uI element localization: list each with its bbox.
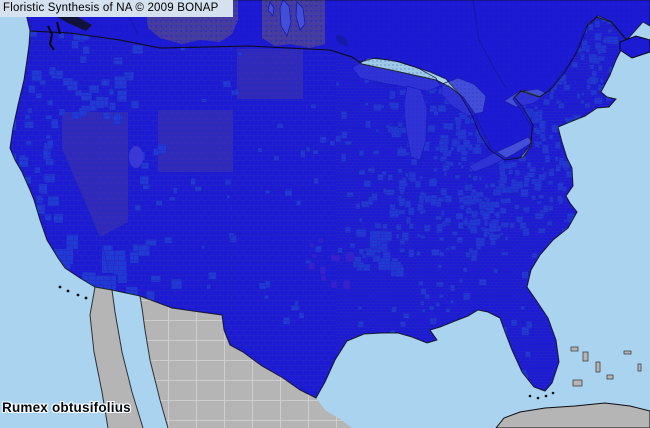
bahama-island [606,374,614,380]
map-title: Floristic Synthesis of NA © 2009 BONAP [3,2,219,14]
florida-keys [528,391,555,400]
bahamas [570,346,642,387]
bahama-island [570,346,579,352]
channel-islands [58,285,88,300]
bahama-island [623,350,632,355]
puget-sound [47,21,61,51]
mexico-coast-outline [89,286,169,428]
mexico-state-lines-overlay [140,296,352,428]
bahama-island [572,379,583,387]
map-title-banner: Floristic Synthesis of NA © 2009 BONAP [0,0,233,17]
bahama-island [637,363,642,372]
cuba [495,402,650,428]
bahama-island [582,351,589,362]
species-label: Rumex obtusifolius [2,400,131,415]
nova-scotia [619,35,650,59]
baja-california [90,287,143,428]
mexico [89,286,352,428]
bahama-island [595,361,601,373]
